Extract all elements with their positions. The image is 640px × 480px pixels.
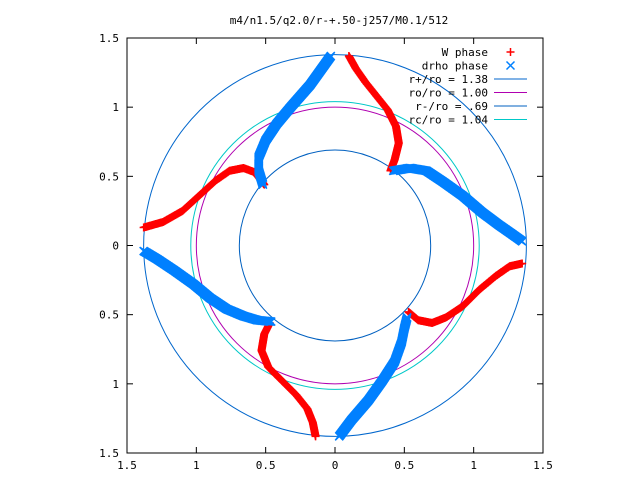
x-tick-label: 0.5 (394, 459, 414, 472)
legend-label: W phase (442, 46, 488, 59)
y-tick-label: 1.5 (99, 447, 119, 460)
x-tick-label: 1.5 (117, 459, 137, 472)
reference-circles (143, 54, 527, 437)
y-tick-label: 1.5 (99, 32, 119, 45)
y-tick-label: 0.5 (99, 309, 119, 322)
legend-marker (505, 60, 516, 71)
legend-label: rc/ro = 1.04 (409, 114, 489, 127)
circle-r-1 (195, 106, 475, 385)
legend-label: drho phase (422, 60, 488, 73)
x-tick-label: 0 (332, 459, 339, 472)
circle-r-0p69 (238, 149, 432, 342)
y-tick-label: 1 (112, 378, 119, 391)
y-tick-label: 0 (112, 240, 119, 253)
circle-r-1p04 (190, 101, 480, 390)
series-drho-phase (139, 51, 527, 441)
data-point (139, 223, 148, 232)
data-points (139, 51, 527, 441)
axes: 1.5 1 0.5 0 0.5 1 1.51.510.500.511.5 (99, 32, 553, 472)
data-point (518, 259, 527, 268)
x-tick-label: 0.5 (256, 459, 276, 472)
legend-marker (506, 48, 515, 56)
legend-label: r+/ro = 1.38 (409, 73, 488, 86)
x-tick-label: 1.5 (533, 459, 553, 472)
circle-r-1p38 (143, 54, 527, 437)
y-tick-label: 1 (112, 101, 119, 114)
legend-label: ro/ro = 1.00 (409, 87, 488, 100)
data-point (326, 51, 336, 61)
data-point (402, 312, 412, 322)
x-tick-label: 1 (470, 459, 477, 472)
chart-title: m4/n1.5/q2.0/r-+.50-j257/M0.1/512 (230, 14, 449, 27)
data-point (517, 236, 527, 246)
data-point (266, 317, 276, 327)
x-tick-label: 1 (193, 459, 200, 472)
y-tick-label: 0.5 (99, 170, 119, 183)
series-w-phase (139, 51, 527, 441)
legend-label: r-/ro = .69 (415, 100, 488, 113)
